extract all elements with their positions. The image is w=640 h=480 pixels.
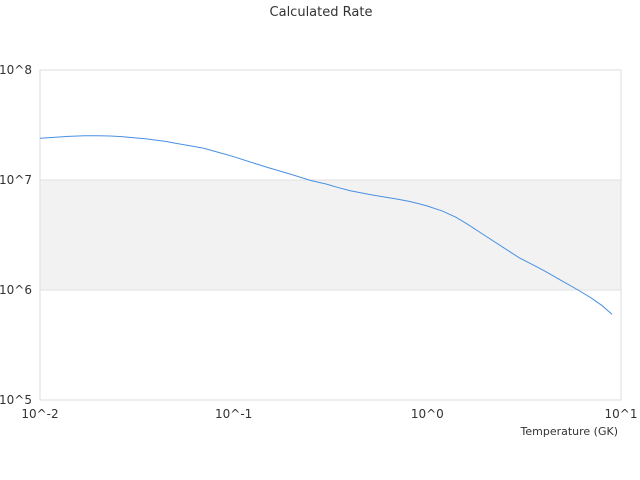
series-layer — [39, 135, 613, 315]
x-tick-label: 10^1 — [605, 407, 638, 421]
x-axis-label: Temperature (GK) — [520, 425, 619, 438]
plot-band — [40, 70, 621, 180]
plot-frame — [39, 69, 622, 401]
y-tick-label: 10^6 — [0, 283, 32, 297]
chart-title: Calculated Rate — [270, 5, 373, 20]
x-tick-label: 10^-1 — [215, 407, 252, 421]
plot-band — [40, 290, 621, 400]
plot-bands — [40, 70, 621, 400]
x-tick-label: 10^-2 — [21, 407, 58, 421]
y-tick-label: 10^7 — [0, 173, 32, 187]
series-line — [39, 135, 613, 315]
y-tick-label: 10^5 — [0, 393, 32, 407]
x-tick-label: 10^0 — [411, 407, 444, 421]
y-tick-label: 10^8 — [0, 63, 32, 77]
plot-band — [40, 180, 621, 290]
y-axis-tick-labels: 10^5 10^6 10^7 10^8 — [0, 63, 32, 407]
x-axis-tick-labels: 10^-2 10^-1 10^0 10^1 — [21, 407, 637, 421]
